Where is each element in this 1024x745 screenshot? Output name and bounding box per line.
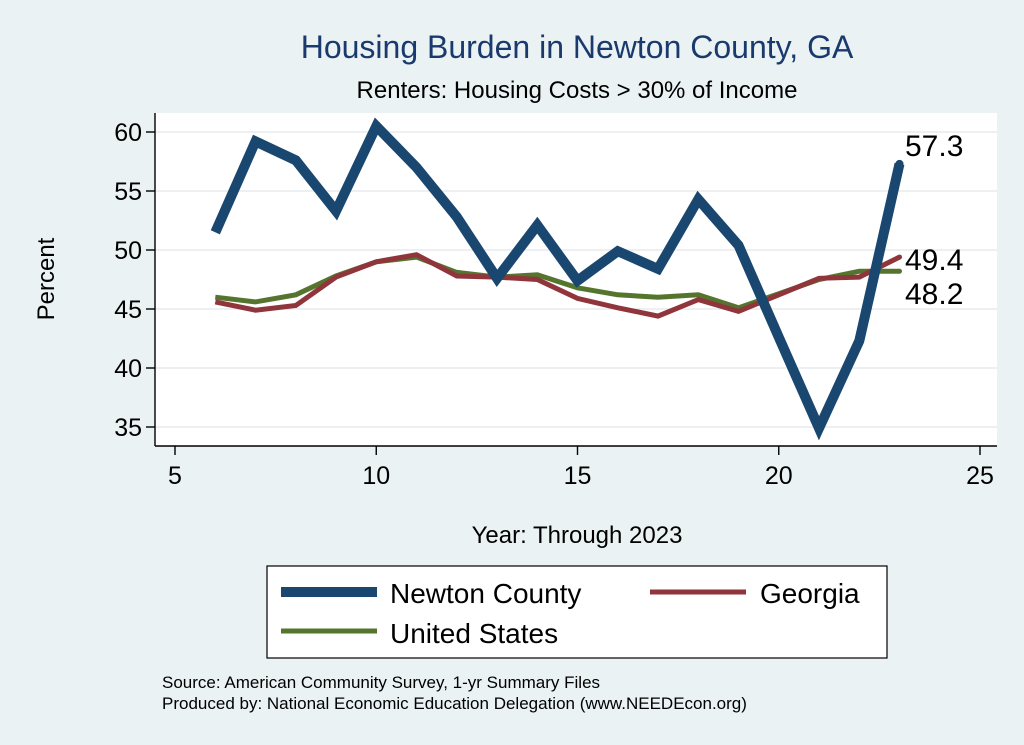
end-labels: 57.3 49.448.2 [905,130,963,311]
series-endpoint-newton-county [895,159,904,168]
legend-label-newton-county: Newton County [390,578,581,609]
y-axis-label: Percent [33,237,60,320]
legend-label-united-states: United States [390,618,558,649]
y-tick-label-45: 45 [114,296,142,324]
legend-label-georgia: Georgia [760,578,860,609]
axes: 35 40 45 50 55 60 5 10 15 20 25 [114,113,997,490]
gridlines [155,131,997,428]
chart-subtitle: Renters: Housing Costs > 30% of Income [357,77,798,104]
x-tick-label-10: 10 [362,462,390,490]
producer-note: Produced by: National Economic Education… [162,694,747,713]
end-label-georgia: 49.4 [905,244,963,277]
series-endpoint-georgia [897,254,902,260]
source-note: Source: American Community Survey, 1-yr … [162,673,600,692]
y-tick-label-35: 35 [114,414,142,442]
y-tick-label-60: 60 [114,119,142,147]
y-tick-label-50: 50 [114,237,142,265]
series-line-georgia [214,252,901,319]
x-tick-label-20: 20 [765,462,793,490]
series-line-newton-county [210,117,905,441]
y-tick-label-55: 55 [114,178,142,206]
x-tick-label-25: 25 [966,462,994,490]
legend-box [266,565,888,659]
chart-title: Housing Burden in Newton County, GA [301,29,854,65]
y-tick-label-40: 40 [114,355,142,383]
x-tick-label-5: 5 [168,462,182,490]
series-lines [210,117,905,441]
x-tick-label-15: 15 [564,462,592,490]
end-label-newton-county: 57.3 [905,130,963,163]
legend: Newton County Georgia United States [266,565,888,659]
end-label-united-states: 48.2 [905,278,963,311]
series-endpoint-united-states [897,268,902,274]
x-axis-label: Year: Through 2023 [472,522,683,549]
